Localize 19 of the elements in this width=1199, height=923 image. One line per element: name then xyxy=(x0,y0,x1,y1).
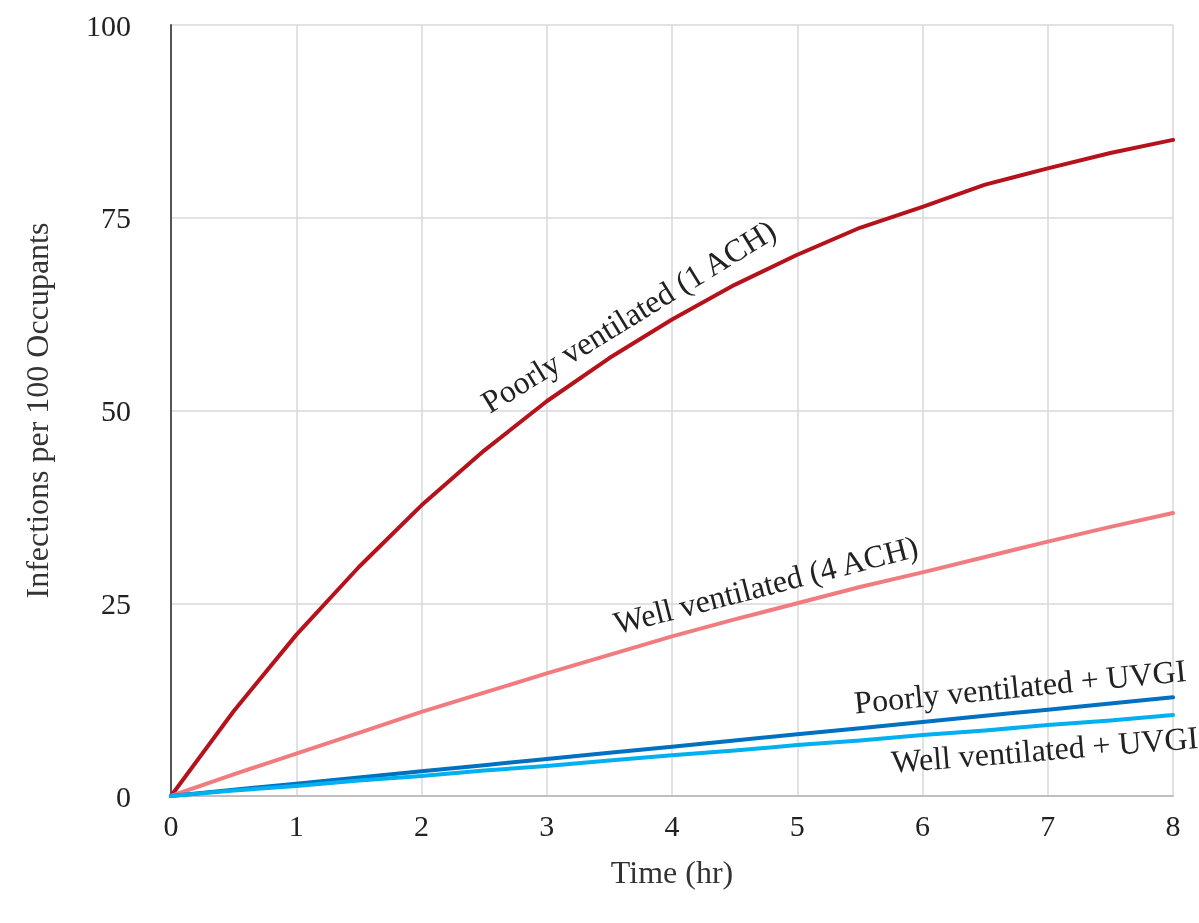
x-tick-label: 7 xyxy=(1040,808,1056,842)
y-tick-label: 75 xyxy=(101,201,131,235)
x-tick-label: 6 xyxy=(915,808,930,842)
series-label: Well ventilated + UVGI xyxy=(889,719,1199,780)
text: Well ventilated (4 ACH) xyxy=(609,528,922,642)
text: Poorly ventilated + UVGI xyxy=(852,651,1188,721)
x-axis-title: Time (hr) xyxy=(610,854,734,890)
x-tick-label: 1 xyxy=(288,808,304,842)
y-tick-label: 0 xyxy=(116,779,131,813)
x-tick-label: 8 xyxy=(1165,808,1181,842)
x-tick-label: 3 xyxy=(539,808,555,842)
y-tick-label: 100 xyxy=(86,8,131,42)
y-tick-label: 50 xyxy=(101,394,131,427)
x-tick-label: 2 xyxy=(414,808,429,842)
y-axis-title: Infections per 100 Occupants xyxy=(19,222,55,599)
x-tick-label: 0 xyxy=(163,808,179,842)
x-tick-label: 5 xyxy=(789,808,805,842)
x-tick-label: 4 xyxy=(664,808,680,842)
y-tick-label: 25 xyxy=(101,586,131,620)
